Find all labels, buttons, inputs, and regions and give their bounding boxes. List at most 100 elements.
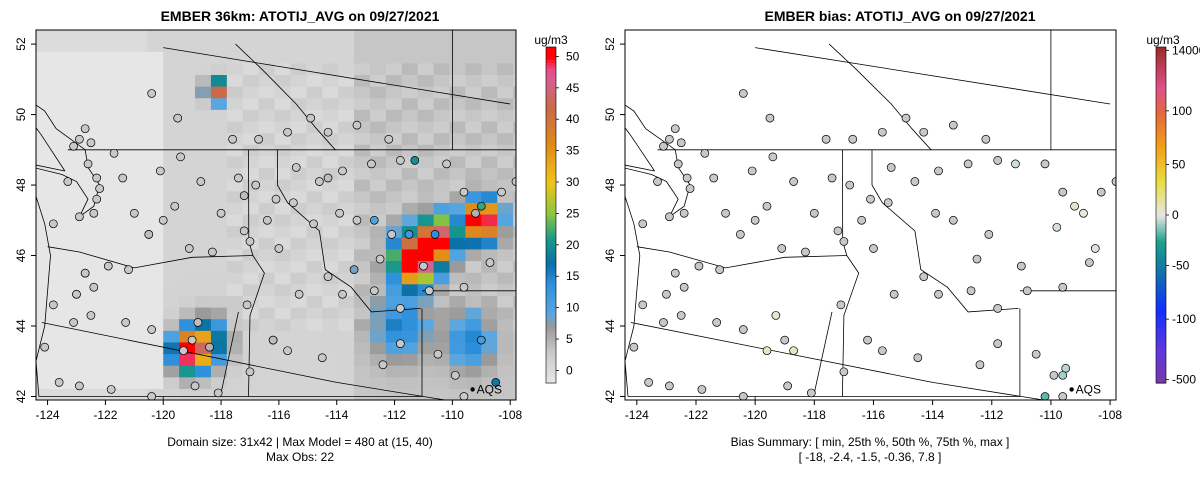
grid-cell xyxy=(83,62,101,75)
grid-cell xyxy=(274,179,292,192)
grid-cell xyxy=(115,190,133,203)
colorbar-segment xyxy=(1156,357,1166,362)
grid-cell xyxy=(354,86,371,99)
grid-cell xyxy=(417,30,435,41)
colorbar-segment xyxy=(546,147,556,152)
x-tick-label: -108 xyxy=(498,408,522,422)
grid-cell xyxy=(401,213,419,227)
grid-cell xyxy=(338,306,355,320)
grid-cell xyxy=(401,109,419,122)
grid-cell xyxy=(306,51,323,64)
grid-cell xyxy=(290,39,307,52)
grid-cell xyxy=(369,109,387,122)
station-marker xyxy=(694,261,704,271)
grid-cell xyxy=(242,30,260,41)
grid-cell xyxy=(497,132,514,145)
grid-cell xyxy=(433,120,451,134)
grid-cell xyxy=(369,376,387,389)
grid-cell xyxy=(401,376,419,389)
colorbar-segment xyxy=(1156,170,1166,174)
grid-cell xyxy=(306,272,323,285)
grid-cell xyxy=(401,283,419,296)
station-marker xyxy=(283,127,292,137)
grid-cell xyxy=(401,341,419,355)
colorbar-segment xyxy=(546,312,556,317)
colorbar-segment xyxy=(546,120,556,124)
grid-cell xyxy=(433,237,451,250)
grid-cell xyxy=(354,30,371,41)
grid-cell xyxy=(465,144,482,157)
station-marker xyxy=(806,388,816,398)
station-marker xyxy=(934,289,943,299)
colorbar-segment xyxy=(1156,369,1166,373)
grid-cell xyxy=(226,260,244,273)
colorbar-segment xyxy=(546,309,556,314)
grid-cell xyxy=(465,30,482,41)
grid-cell xyxy=(258,295,276,308)
colorbar-segment xyxy=(546,50,556,54)
grid-cell xyxy=(83,341,101,355)
grid-cell xyxy=(147,62,164,75)
colorbar-segment xyxy=(546,285,556,289)
grid-cell xyxy=(306,318,323,331)
grid-cell xyxy=(369,202,387,215)
colorbar-segment xyxy=(546,276,556,280)
grid-cell xyxy=(338,132,355,145)
grid-cell xyxy=(433,272,451,285)
grid-cell xyxy=(465,260,482,273)
colorbar-segment xyxy=(1156,343,1166,348)
station-marker xyxy=(173,113,183,123)
border-line xyxy=(36,104,101,397)
colorbar-segment xyxy=(546,352,556,357)
station-marker xyxy=(251,180,261,190)
grid-cell xyxy=(417,202,435,215)
grid-cell xyxy=(131,155,148,169)
x-tick-label: -108 xyxy=(1098,408,1122,422)
grid-cell xyxy=(36,51,53,64)
colorbar-segment xyxy=(1156,55,1166,59)
grid-cell xyxy=(274,272,292,285)
grid-cell xyxy=(385,213,403,227)
grid-cell xyxy=(258,306,276,320)
grid-cell xyxy=(433,51,451,64)
grid-cell xyxy=(51,237,69,250)
observation-marker xyxy=(1052,222,1062,232)
station-marker xyxy=(676,138,686,148)
grid-cell xyxy=(99,225,117,238)
grid-cell xyxy=(338,97,355,110)
colorbar-segment xyxy=(1156,128,1166,132)
grid-cell xyxy=(258,179,276,192)
grid-cell xyxy=(83,248,101,262)
grid-cell xyxy=(417,155,435,169)
x-tick-label: -120 xyxy=(151,408,175,422)
grid-cell xyxy=(401,272,419,285)
colorbar-segment xyxy=(546,175,556,179)
colorbar-segment xyxy=(546,291,556,296)
grid-cell xyxy=(115,213,133,227)
grid-cell xyxy=(210,179,228,192)
grid-cell xyxy=(385,97,403,110)
grid-cell xyxy=(51,365,69,378)
y-tick-label: 50 xyxy=(603,108,617,122)
grid-cell xyxy=(465,155,482,169)
grid-cell xyxy=(465,120,482,134)
border-line xyxy=(41,322,448,400)
colorbar-segment xyxy=(1156,265,1166,269)
border-line xyxy=(36,127,66,172)
grid-cell xyxy=(433,330,451,343)
colorbar-segment xyxy=(1156,371,1166,376)
grid-cell xyxy=(179,62,196,75)
grid-cell xyxy=(51,30,69,41)
grid-cell xyxy=(99,97,117,110)
grid-cell xyxy=(51,109,69,122)
colorbar-segment xyxy=(1156,268,1166,272)
grid-cell xyxy=(67,225,85,238)
grid-cell xyxy=(449,39,466,52)
grid-cell xyxy=(385,39,403,52)
grid-cell xyxy=(497,86,514,99)
grid-cell xyxy=(83,376,101,389)
grid-cell xyxy=(36,260,53,273)
grid-cell xyxy=(83,295,101,308)
grid-cell xyxy=(51,120,69,134)
station-marker xyxy=(75,381,84,391)
